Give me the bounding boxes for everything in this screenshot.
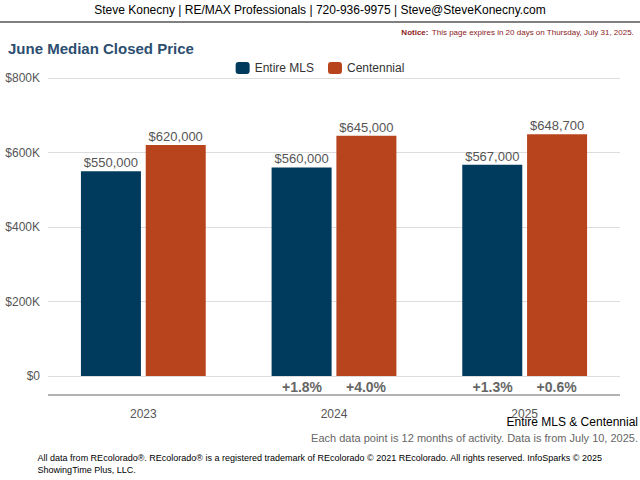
svg-text:+1.3%: +1.3% <box>473 379 514 395</box>
svg-text:All data from REcolorado®. REc: All data from REcolorado®. REcolorado® i… <box>38 453 602 463</box>
svg-text:$0: $0 <box>27 369 41 383</box>
svg-text:$648,700: $648,700 <box>530 118 584 133</box>
svg-text:2024: 2024 <box>321 407 348 421</box>
svg-text:Notice:: Notice: <box>401 28 428 37</box>
svg-text:$645,000: $645,000 <box>339 120 393 135</box>
svg-text:Steve Konecny | RE/MAX Profess: Steve Konecny | RE/MAX Professionals | 7… <box>94 3 546 17</box>
svg-text:2023: 2023 <box>130 407 157 421</box>
svg-text:&: & <box>566 415 581 429</box>
svg-text:Entire MLS: Entire MLS <box>255 61 314 75</box>
svg-text:$800K: $800K <box>5 71 40 85</box>
svg-text:2025: 2025 <box>511 407 538 421</box>
svg-text:$600K: $600K <box>5 146 40 160</box>
svg-text:$620,000: $620,000 <box>149 129 203 144</box>
svg-text:$400K: $400K <box>5 220 40 234</box>
svg-text:$200K: $200K <box>5 295 40 309</box>
svg-text:ShowingTime Plus, LLC.: ShowingTime Plus, LLC. <box>38 465 136 475</box>
svg-text:$560,000: $560,000 <box>274 151 328 166</box>
svg-text:$567,000: $567,000 <box>465 149 519 164</box>
svg-text:+1.8%: +1.8% <box>282 379 323 395</box>
svg-text:Centennial: Centennial <box>347 61 404 75</box>
svg-text:Entire MLS: Entire MLS <box>506 415 566 429</box>
svg-text:Centennial: Centennial <box>581 415 638 429</box>
svg-text:+4.0%: +4.0% <box>346 379 387 395</box>
svg-text:This page expires in 20 days o: This page expires in 20 days on Thursday… <box>432 28 634 37</box>
svg-text:+0.6%: +0.6% <box>537 379 578 395</box>
svg-text:June Median Closed Price: June Median Closed Price <box>8 40 194 57</box>
svg-text:$550,000: $550,000 <box>84 155 138 170</box>
svg-text:Each data point is 12 months o: Each data point is 12 months of activity… <box>311 432 638 444</box>
